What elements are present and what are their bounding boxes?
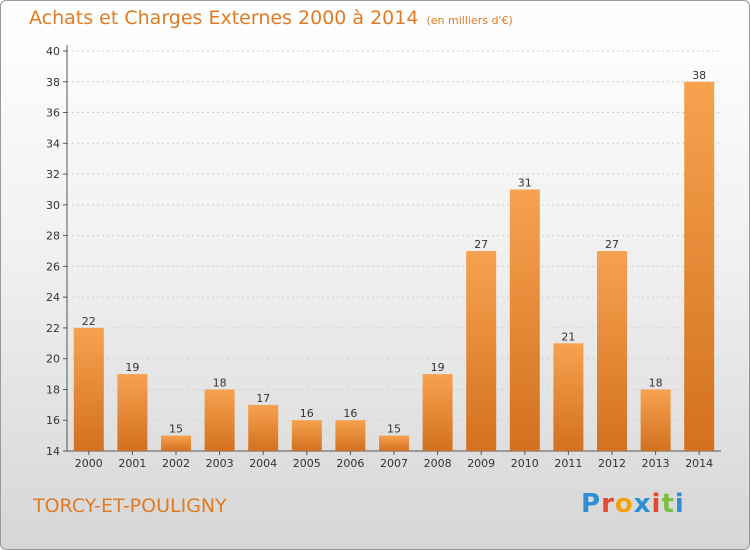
data-label: 18 [213,376,227,389]
proxiti-logo: Proxiti [581,489,685,519]
bars [73,81,715,452]
y-tick-label: 36 [46,107,60,120]
logo-letter: i [651,489,662,519]
bar-2000 [73,327,104,451]
y-tick-label: 26 [46,260,60,273]
x-tick-label: 2000 [75,457,103,470]
x-tick-label: 2014 [685,457,713,470]
y-tick-label: 32 [46,168,60,181]
bar-2003 [204,389,235,451]
bar-2011 [553,343,584,451]
chart-title: Achats et Charges Externes 2000 à 2014 [29,7,419,29]
y-tick-label: 14 [46,445,60,458]
logo-letter: x [633,489,652,519]
x-tick-label: 2009 [467,457,495,470]
logo-letter: r [601,489,615,519]
bar-2009 [466,251,497,451]
x-tick-label: 2012 [598,457,626,470]
data-label: 38 [692,69,706,82]
commune-name: TORCY-ET-POULIGNY [33,495,227,517]
logo-letter: P [581,489,602,519]
x-tick-label: 2002 [162,457,190,470]
data-labels: 22 19 15 18 17 16 16 15 19 27 31 21 27 18 38 [82,69,706,436]
data-label: 27 [605,238,619,251]
y-tick-label: 28 [46,230,60,243]
bar-2005 [291,420,322,451]
bar-2007 [379,435,409,451]
bar-2006 [335,420,366,451]
bar-2012 [597,251,627,451]
data-label: 22 [82,315,96,328]
x-tick-label: 2007 [380,457,408,470]
data-label: 31 [518,176,532,189]
x-tick-label: 2006 [336,457,364,470]
bar-chart: 22 19 15 18 17 16 16 15 19 27 31 21 27 18 38 14 16 18 20 2… [46,45,721,470]
y-tick-label: 18 [46,383,60,396]
title-block: Achats et Charges Externes 2000 à 2014 (e… [29,7,513,29]
x-tick-label: 2013 [642,457,670,470]
y-tick-label: 34 [46,137,60,150]
y-tick-label: 30 [46,199,60,212]
bar-2004 [248,404,279,451]
x-tick-label: 2011 [554,457,582,470]
logo-letter: o [614,489,634,519]
y-tick-label: 22 [46,322,60,335]
data-label: 17 [256,392,270,405]
data-label: 19 [431,361,445,374]
data-label: 16 [300,407,314,420]
y-tick-label: 38 [46,76,60,89]
x-tick-label: 2008 [424,457,452,470]
y-tick-label: 40 [46,45,60,58]
logo-letter: t [661,489,675,519]
y-tick-label: 16 [46,414,60,427]
logo-letter: i [674,489,685,519]
bar-2001 [117,374,148,451]
chart-subtitle: (en milliers d'€) [426,14,513,27]
x-tick-label: 2005 [293,457,321,470]
data-label: 18 [649,376,663,389]
data-label: 15 [387,423,401,436]
data-label: 19 [125,361,139,374]
bar-2008 [422,374,453,451]
tick-labels: 14 16 18 20 22 24 26 28 30 32 34 36 38 40 2000 2001 2002… [46,45,713,470]
x-tick-label: 2004 [249,457,277,470]
bar-2010 [509,189,540,451]
x-tick-label: 2003 [206,457,234,470]
data-label: 15 [169,423,183,436]
data-label: 21 [561,330,575,343]
x-tick-label: 2001 [118,457,146,470]
bar-2002 [161,435,191,451]
y-tick-label: 20 [46,353,60,366]
bar-2014 [684,81,715,452]
data-label: 27 [474,238,488,251]
x-tick-label: 2010 [511,457,539,470]
bar-2013 [640,389,671,451]
data-label: 16 [343,407,357,420]
y-tick-label: 24 [46,291,60,304]
